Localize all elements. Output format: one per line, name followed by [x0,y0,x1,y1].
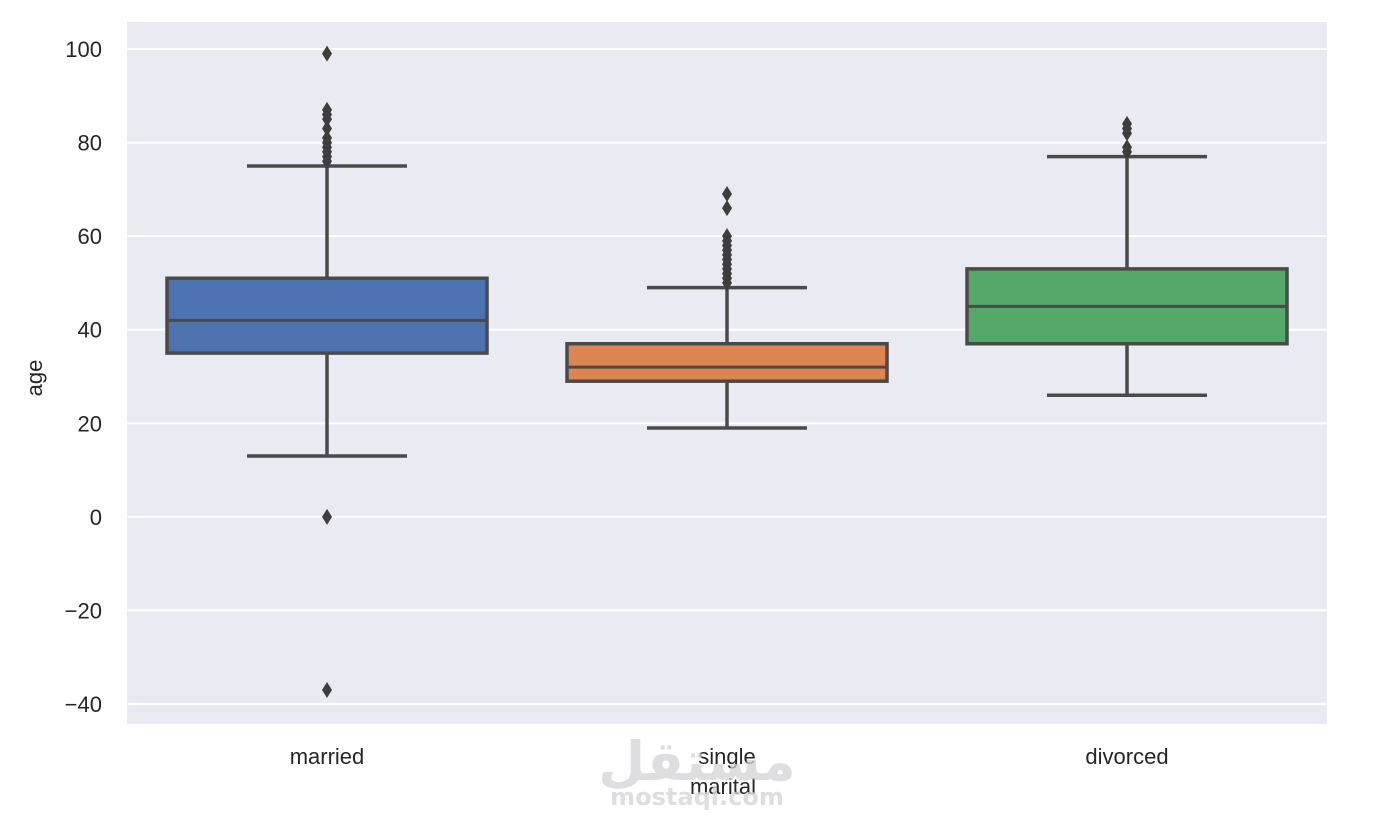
outlier-point [322,45,332,62]
outlier-point [322,111,332,128]
box-divorced [965,115,1289,397]
x-axis-label: marital [690,774,756,799]
y-tick-label: 0 [90,505,102,530]
x-tick-labels: married single divorced [290,744,1169,769]
outlier-point [722,186,732,203]
outlier-point [322,681,332,698]
outlier-point [722,200,732,217]
watermark: مستقل mostaql.com [598,730,796,811]
box-single [565,186,889,430]
y-tick-label: −20 [65,598,102,623]
box-iqr [565,342,889,383]
outlier-point [1122,125,1132,142]
boxes [165,45,1289,698]
box-married [165,45,489,698]
outlier-point [1122,143,1132,160]
x-tick-label: divorced [1085,744,1168,769]
x-tick-label: married [290,744,365,769]
y-tick-label: −40 [65,692,102,717]
outlier-point [322,120,332,137]
x-tick-label: single [698,744,755,769]
y-tick-label: 20 [78,411,102,436]
y-tick-label: 40 [78,318,102,343]
y-tick-label: 80 [78,131,102,156]
y-axis-label: age [22,360,47,397]
watermark-arabic: مستقل [598,730,796,793]
y-tick-label: 60 [78,224,102,249]
y-tick-label: 100 [65,37,102,62]
outlier-point [322,153,332,170]
outlier-point [722,274,732,291]
y-tick-labels: 100 80 60 40 20 0 −20 −40 [65,37,102,717]
box-iqr [165,276,489,355]
outlier-point [322,508,332,525]
watermark-latin: mostaql.com [610,783,784,811]
